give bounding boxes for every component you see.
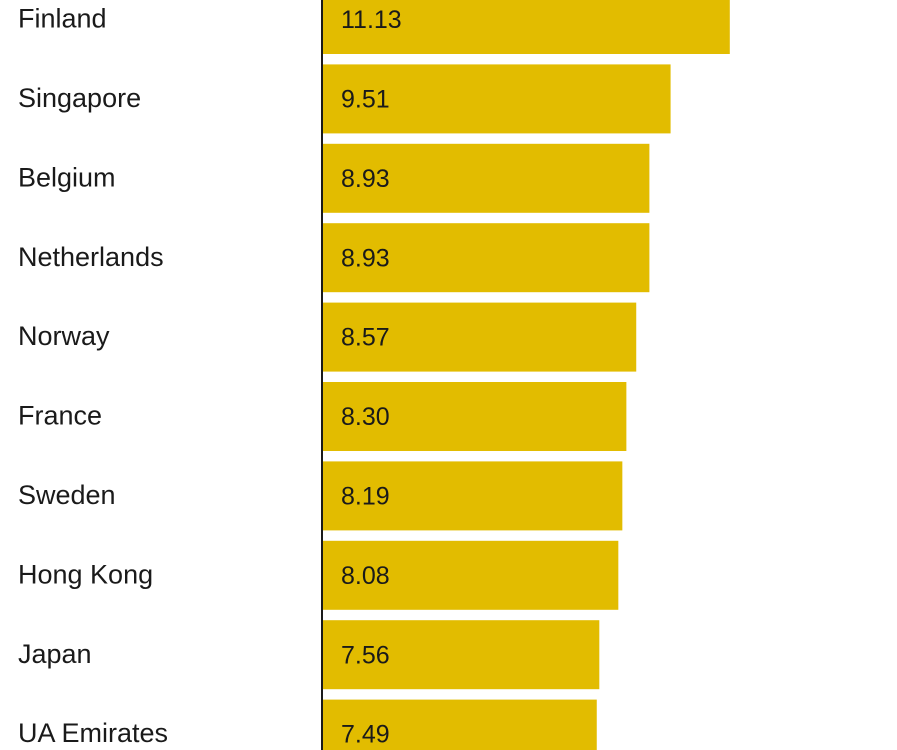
bar-japan — [323, 620, 600, 690]
bar-sweden — [323, 461, 623, 531]
value-label: 7.56 — [341, 641, 390, 669]
category-label: Singapore — [18, 83, 141, 113]
bar-singapore — [323, 64, 671, 134]
category-label: Norway — [18, 321, 110, 351]
category-label: Sweden — [18, 480, 116, 510]
bar-netherlands — [323, 223, 650, 293]
value-labels-group: 11.13 9.51 8.93 8.93 8.57 8.30 8.19 8.08 7.56 7.4… — [341, 6, 402, 749]
value-label: 9.51 — [341, 86, 390, 114]
bars-group — [323, 0, 730, 750]
value-label: 8.93 — [341, 244, 390, 272]
value-label: 8.08 — [341, 562, 390, 590]
category-label: Belgium — [18, 162, 116, 192]
value-label: 11.13 — [341, 6, 402, 34]
category-label: Finland — [18, 4, 107, 34]
bar-finland — [323, 0, 730, 54]
bar-norway — [323, 302, 637, 372]
value-label: 7.49 — [341, 721, 390, 749]
bar-france — [323, 382, 627, 451]
bar-hong-kong — [323, 540, 619, 610]
bar-ua-emirates — [323, 699, 597, 750]
category-label: UA Emirates — [18, 718, 168, 748]
value-label: 8.19 — [341, 483, 390, 511]
category-label: Netherlands — [18, 242, 164, 272]
category-label: Japan — [18, 639, 92, 669]
category-label: Hong Kong — [18, 559, 153, 589]
value-label: 8.93 — [341, 165, 390, 193]
value-label: 8.30 — [341, 403, 390, 431]
category-labels-group: Finland Singapore Belgium Netherlands Norway… — [18, 4, 168, 749]
value-label: 8.57 — [341, 324, 390, 352]
category-label: France — [18, 401, 102, 431]
bar-belgium — [323, 143, 650, 213]
